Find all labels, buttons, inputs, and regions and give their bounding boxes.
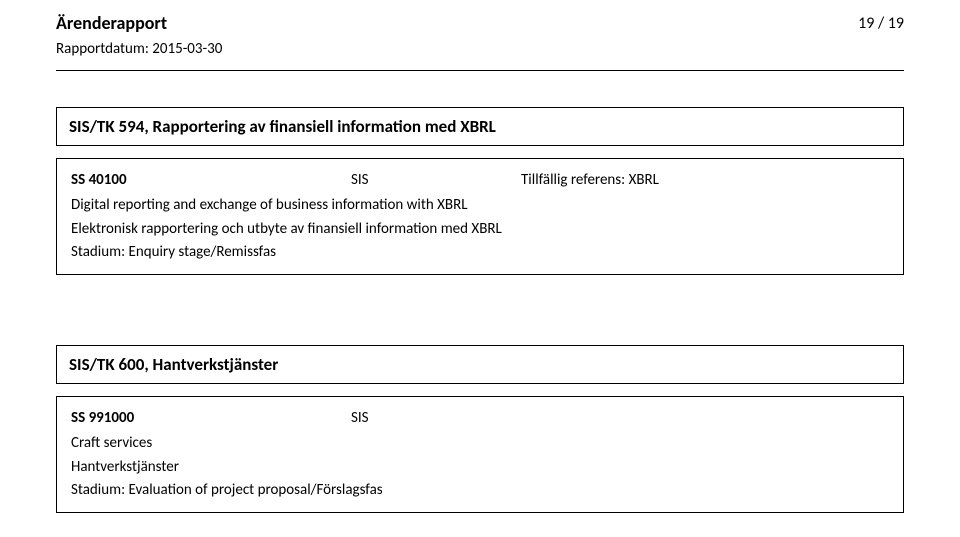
item-line: Hantverkstjänster	[71, 456, 889, 479]
item-line: Elektronisk rapportering och utbyte av f…	[71, 218, 889, 241]
item-org: SIS	[351, 407, 521, 430]
item-org: SIS	[351, 169, 521, 192]
item-ref: Tillfällig referens: XBRL	[521, 169, 889, 192]
report-title: Ärenderapport	[56, 12, 167, 34]
item-head-2: SS 991000 SIS	[71, 407, 889, 430]
item-head-1: SS 40100 SIS Tillfällig referens: XBRL	[71, 169, 889, 192]
header-row: Ärenderapport 19 / 19	[56, 12, 904, 34]
item-line: Stadium: Evaluation of project proposal/…	[71, 479, 889, 502]
item-box-2: SS 991000 SIS Craft services Hantverkstj…	[56, 396, 904, 513]
report-date: Rapportdatum: 2015-03-30	[56, 40, 904, 58]
item-line: Digital reporting and exchange of busine…	[71, 194, 889, 217]
item-code: SS 991000	[71, 407, 351, 430]
page-number: 19 / 19	[858, 12, 904, 33]
item-code: SS 40100	[71, 169, 351, 192]
header-divider	[56, 70, 904, 71]
section-header-1: SIS/TK 594, Rapportering av finansiell i…	[56, 107, 904, 146]
item-box-1: SS 40100 SIS Tillfällig referens: XBRL D…	[56, 158, 904, 275]
section-header-2: SIS/TK 600, Hantverkstjänster	[56, 345, 904, 384]
item-line: Craft services	[71, 432, 889, 455]
item-line: Stadium: Enquiry stage/Remissfas	[71, 241, 889, 264]
